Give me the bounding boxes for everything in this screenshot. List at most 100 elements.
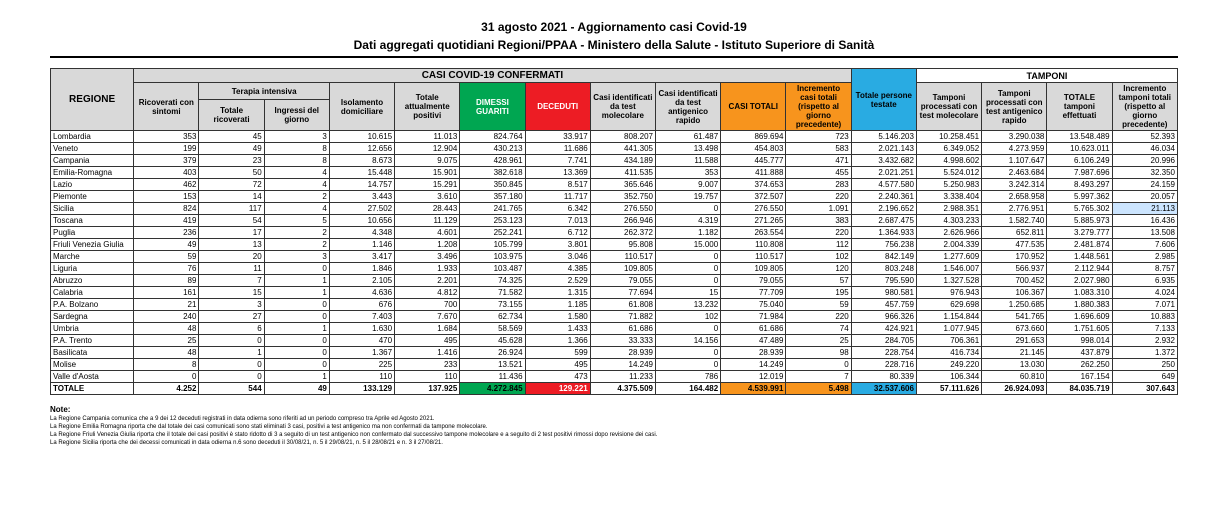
data-cell: 102 bbox=[786, 251, 851, 263]
hdr-col-11: Totale persone testate bbox=[851, 69, 916, 131]
data-cell: 1.091 bbox=[786, 203, 851, 215]
data-cell: 228.716 bbox=[851, 359, 916, 371]
data-cell: 220 bbox=[786, 227, 851, 239]
hdr-col-0: Ricoverati con sintomi bbox=[134, 83, 199, 131]
data-cell: 233 bbox=[395, 359, 460, 371]
data-cell: 1.364.933 bbox=[851, 227, 916, 239]
data-cell: 473 bbox=[525, 371, 590, 383]
data-cell: 7 bbox=[199, 275, 264, 287]
region-name: Basilicata bbox=[51, 347, 134, 359]
data-cell: 3.496 bbox=[395, 251, 460, 263]
data-cell: 1.146 bbox=[329, 239, 394, 251]
table-row: Sicilia824117427.50228.443241.7656.34227… bbox=[51, 203, 1178, 215]
notes-section: Note: La Regione Campania comunica che a… bbox=[50, 405, 1178, 446]
data-cell: 10.258.451 bbox=[916, 131, 981, 143]
data-cell: 998.014 bbox=[1047, 335, 1112, 347]
data-cell: 2 bbox=[264, 227, 329, 239]
data-cell: 106.367 bbox=[982, 287, 1047, 299]
data-cell: 79.055 bbox=[721, 275, 786, 287]
data-cell: 6.106.249 bbox=[1047, 155, 1112, 167]
data-cell: 1.277.609 bbox=[916, 251, 981, 263]
data-cell: 382.618 bbox=[460, 167, 525, 179]
data-cell: 72 bbox=[199, 179, 264, 191]
data-cell: 0 bbox=[199, 371, 264, 383]
data-cell: 6.712 bbox=[525, 227, 590, 239]
data-cell: 13.030 bbox=[982, 359, 1047, 371]
data-cell: 652.811 bbox=[982, 227, 1047, 239]
data-cell: 106.344 bbox=[916, 371, 981, 383]
data-cell: 110 bbox=[329, 371, 394, 383]
data-cell: 0 bbox=[655, 251, 720, 263]
data-cell: 8 bbox=[134, 359, 199, 371]
data-cell: 352.750 bbox=[590, 191, 655, 203]
data-cell: 16.436 bbox=[1112, 215, 1177, 227]
data-cell: 379 bbox=[134, 155, 199, 167]
data-cell: 109.805 bbox=[721, 263, 786, 275]
data-cell: 1.083.310 bbox=[1047, 287, 1112, 299]
data-cell: 566.937 bbox=[982, 263, 1047, 275]
data-cell: 7.133 bbox=[1112, 323, 1177, 335]
total-cell: 5.498 bbox=[786, 383, 851, 395]
data-cell: 5.997.362 bbox=[1047, 191, 1112, 203]
data-cell: 976.943 bbox=[916, 287, 981, 299]
hdr-col-8: Casi identificati da test antigenico rap… bbox=[655, 83, 720, 131]
data-cell: 649 bbox=[1112, 371, 1177, 383]
data-cell: 7.741 bbox=[525, 155, 590, 167]
data-cell: 3.290.038 bbox=[982, 131, 1047, 143]
hdr-tamponi: TAMPONI bbox=[916, 69, 1177, 83]
hdr-terapia: Terapia intensiva bbox=[199, 83, 329, 100]
data-cell: 1.448.561 bbox=[1047, 251, 1112, 263]
title-date: 31 agosto 2021 - Aggiornamento casi Covi… bbox=[50, 20, 1178, 34]
data-cell: 33.333 bbox=[590, 335, 655, 347]
data-cell: 3.279.777 bbox=[1047, 227, 1112, 239]
data-cell: 1 bbox=[264, 371, 329, 383]
data-cell: 26.924 bbox=[460, 347, 525, 359]
data-cell: 437.879 bbox=[1047, 347, 1112, 359]
data-cell: 1.846 bbox=[329, 263, 394, 275]
hdr-col-12: Tamponi processati con test molecolare bbox=[916, 83, 981, 131]
data-cell: 2.985 bbox=[1112, 251, 1177, 263]
data-cell: 4 bbox=[264, 203, 329, 215]
data-cell: 103.975 bbox=[460, 251, 525, 263]
data-cell: 71.984 bbox=[721, 311, 786, 323]
data-cell: 2.776.951 bbox=[982, 203, 1047, 215]
data-cell: 2.021.251 bbox=[851, 167, 916, 179]
data-cell: 583 bbox=[786, 143, 851, 155]
data-cell: 1.582.740 bbox=[982, 215, 1047, 227]
data-cell: 8.517 bbox=[525, 179, 590, 191]
data-cell: 2.105 bbox=[329, 275, 394, 287]
data-cell: 19.757 bbox=[655, 191, 720, 203]
region-name: Toscana bbox=[51, 215, 134, 227]
table-row: Veneto19949812.65612.904430.21311.686441… bbox=[51, 143, 1178, 155]
data-cell: 27 bbox=[199, 311, 264, 323]
data-cell: 411.535 bbox=[590, 167, 655, 179]
region-name: Sicilia bbox=[51, 203, 134, 215]
data-cell: 0 bbox=[655, 263, 720, 275]
data-cell: 32.350 bbox=[1112, 167, 1177, 179]
data-cell: 4 bbox=[264, 179, 329, 191]
data-cell: 0 bbox=[264, 299, 329, 311]
data-cell: 28.939 bbox=[721, 347, 786, 359]
data-cell: 2.463.684 bbox=[982, 167, 1047, 179]
data-cell: 236 bbox=[134, 227, 199, 239]
data-cell: 20.057 bbox=[1112, 191, 1177, 203]
data-cell: 795.590 bbox=[851, 275, 916, 287]
data-cell: 71.882 bbox=[590, 311, 655, 323]
data-cell: 416.734 bbox=[916, 347, 981, 359]
region-name: Marche bbox=[51, 251, 134, 263]
region-name: Puglia bbox=[51, 227, 134, 239]
data-cell: 284.705 bbox=[851, 335, 916, 347]
data-cell: 4.998.602 bbox=[916, 155, 981, 167]
data-cell: 45 bbox=[199, 131, 264, 143]
data-cell: 2.529 bbox=[525, 275, 590, 287]
data-cell: 8.757 bbox=[1112, 263, 1177, 275]
region-name: P.A. Bolzano bbox=[51, 299, 134, 311]
data-cell: 291.653 bbox=[982, 335, 1047, 347]
data-cell: 2.932 bbox=[1112, 335, 1177, 347]
data-cell: 14.156 bbox=[655, 335, 720, 347]
data-cell: 1.077.945 bbox=[916, 323, 981, 335]
data-cell: 1.880.383 bbox=[1047, 299, 1112, 311]
hdr-col-13: Tamponi processati con test antigenico r… bbox=[982, 83, 1047, 131]
total-cell: 307.643 bbox=[1112, 383, 1177, 395]
data-cell: 11.436 bbox=[460, 371, 525, 383]
